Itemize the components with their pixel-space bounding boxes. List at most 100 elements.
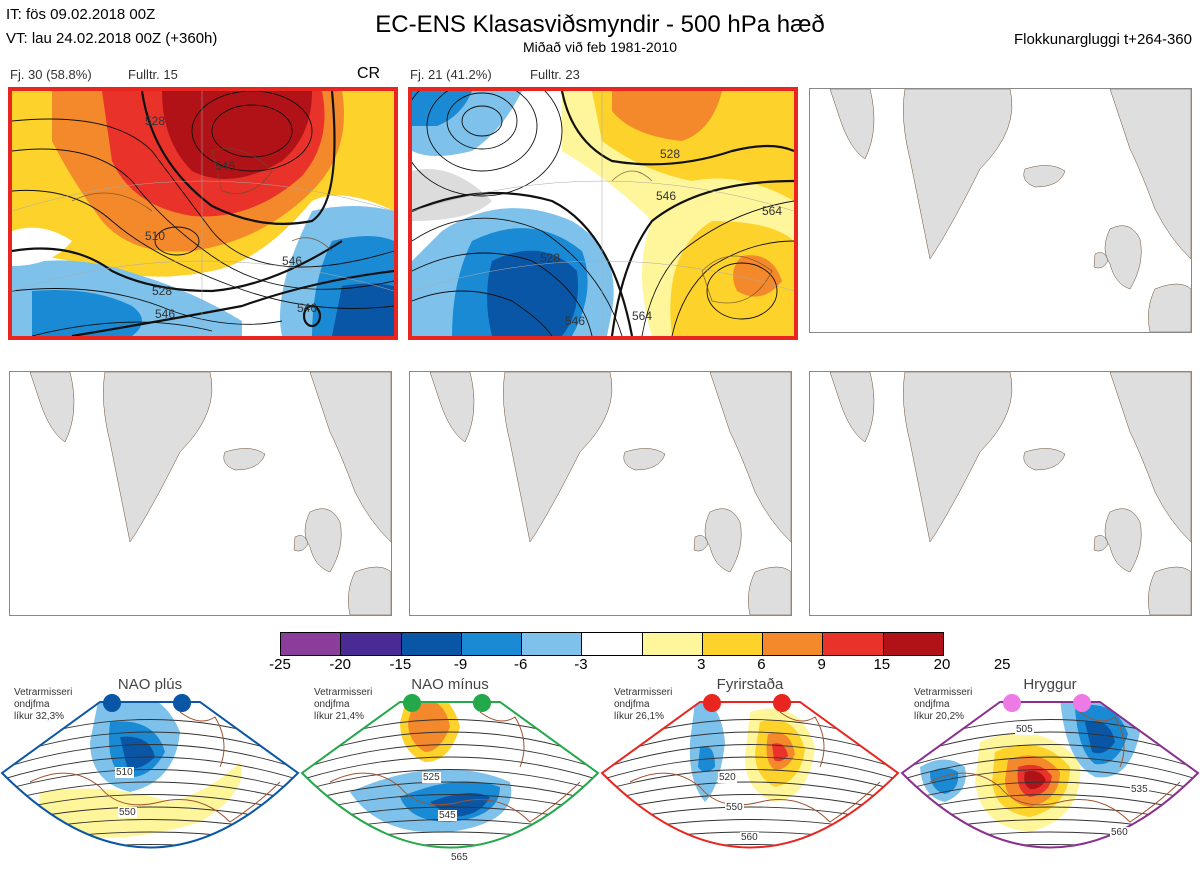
cluster-2-rep: Fulltr. 23 — [530, 67, 580, 82]
height-contour — [602, 781, 898, 803]
regime-marker — [703, 694, 721, 712]
height-contour — [602, 756, 898, 781]
britain-land — [704, 508, 742, 573]
cluster-2-count: Fj. 21 (41.2%) — [410, 67, 492, 82]
iceland-land — [623, 448, 666, 471]
init-time: IT: fös 09.02.2018 00Z — [6, 6, 156, 23]
regime-marker — [103, 694, 121, 712]
colorbar-segment — [521, 633, 582, 655]
greenland-land — [903, 89, 1013, 260]
contour-label: 528 — [540, 251, 561, 265]
regime-description-line: Vetrarmisseri — [914, 687, 973, 698]
colorbar-tick-label: -3 — [574, 656, 588, 673]
contour-label: 510 — [145, 229, 166, 243]
regime-contour-label: 550 — [118, 807, 137, 818]
regime-description-line: líkur 21,4% — [314, 711, 365, 722]
regime-contour-label: 545 — [438, 810, 457, 821]
regime-title: Hryggur — [1023, 676, 1077, 693]
regime-contour-label: 510 — [115, 767, 134, 778]
regime-description-line: Vetrarmisseri — [14, 687, 73, 698]
colorbar-segment — [281, 633, 341, 655]
colorbar-segment — [882, 633, 943, 655]
regime-title: NAO plús — [117, 676, 183, 693]
colorbar-segment — [762, 633, 823, 655]
regime-description-line: líkur 32,3% — [14, 711, 65, 722]
cluster-map-4[interactable] — [9, 371, 392, 616]
regime-marker — [773, 694, 791, 712]
regime-panel: Fyrirstaða Vetrarmisseri ondjfma líkur 26,1… — [600, 672, 900, 871]
regime-marker — [403, 694, 421, 712]
contour-label: 546 — [656, 189, 677, 203]
colorbar-segment — [701, 633, 763, 655]
cluster-map-3[interactable] — [809, 88, 1192, 333]
ireland-land — [1093, 252, 1109, 269]
regime-contour-label: 550 — [725, 802, 744, 813]
regime-border — [600, 701, 900, 849]
regime-contour-label: 565 — [450, 852, 469, 863]
landmass-group — [429, 372, 791, 615]
regime-description-line: ondjfma — [314, 699, 350, 710]
height-contour — [602, 744, 898, 770]
colorbar-tick-label: 15 — [873, 656, 891, 673]
regime-contour-label: 560 — [1110, 827, 1129, 838]
cluster-map-2[interactable]: 528 546 564 528 546 564 — [408, 87, 798, 340]
colorbar-segment — [581, 633, 642, 655]
britain-land — [304, 508, 342, 573]
colorbar-segment — [400, 633, 461, 655]
height-contour — [302, 781, 598, 803]
europe-land — [748, 566, 791, 615]
ireland-land — [1093, 535, 1109, 552]
height-contour — [902, 769, 1198, 792]
britain-land — [1104, 508, 1142, 573]
height-contour — [602, 844, 898, 848]
height-contour — [902, 756, 1198, 781]
anomaly-area — [1010, 846, 1040, 848]
cluster-map-1[interactable]: 528 546 510 528 546 546 546 — [8, 87, 398, 340]
regime-contour-label: 560 — [740, 832, 759, 843]
scandinavia-land — [1109, 372, 1191, 543]
anomaly-area — [1024, 771, 1046, 790]
regime-description-line: líkur 20,2% — [914, 711, 965, 722]
regime-contour-label: 520 — [718, 772, 737, 783]
iceland-land — [1023, 448, 1066, 471]
contour-label: 564 — [632, 309, 653, 323]
colorbar-tick-label: -25 — [269, 656, 291, 673]
coastline — [29, 772, 281, 823]
height-contour — [902, 844, 1198, 848]
europe-land — [1148, 566, 1191, 615]
canada-land — [829, 372, 875, 443]
regime-title: Fyrirstaða — [716, 676, 784, 693]
valid-time: VT: lau 24.02.2018 00Z (+360h) — [6, 30, 218, 47]
colorbar-tick-label: -15 — [389, 656, 412, 673]
coastline — [629, 772, 881, 823]
colorbar-tick-label: 20 — [933, 656, 951, 673]
contour-label: 546 — [282, 254, 303, 268]
regime-description-line: Vetrarmisseri — [314, 687, 373, 698]
cluster-map-5[interactable] — [409, 371, 792, 616]
britain-land — [1104, 225, 1142, 290]
classification-window: Flokkunargluggi t+264-360 — [1013, 31, 1192, 48]
regime-contour-label: 535 — [1130, 784, 1149, 795]
height-contour — [302, 769, 598, 792]
regime-description-line: ondjfma — [914, 699, 950, 710]
cluster-1-cr-label: CR — [357, 65, 381, 82]
coastline — [179, 711, 225, 768]
colorbar-segment — [460, 633, 522, 655]
height-contour — [602, 769, 898, 792]
colorbar-tick-label: 25 — [993, 656, 1011, 673]
greenland-land — [903, 372, 1013, 543]
cluster-1-count: Fj. 30 (58.8%) — [10, 67, 92, 82]
colorbar-tick-label: 6 — [757, 656, 766, 673]
height-contour — [302, 756, 598, 781]
height-contour — [2, 756, 298, 781]
colorbar-tick-label: -20 — [329, 656, 352, 673]
regime-contour-label: 525 — [422, 772, 441, 783]
regime-panel: Hryggur Vetrarmisseri ondjfma líkur 20,2% 50… — [900, 672, 1200, 871]
scandinavia-land — [1109, 89, 1191, 260]
coastline — [779, 711, 825, 768]
page-title: EC-ENS Klasasviðsmyndir - 500 hPa hæð — [375, 11, 825, 38]
page-subtitle: Miðað við feb 1981-2010 — [522, 39, 678, 55]
colorbar-segment — [340, 633, 401, 655]
cluster-map-6[interactable] — [809, 371, 1192, 616]
colorbar-tick-label: -9 — [453, 656, 468, 673]
